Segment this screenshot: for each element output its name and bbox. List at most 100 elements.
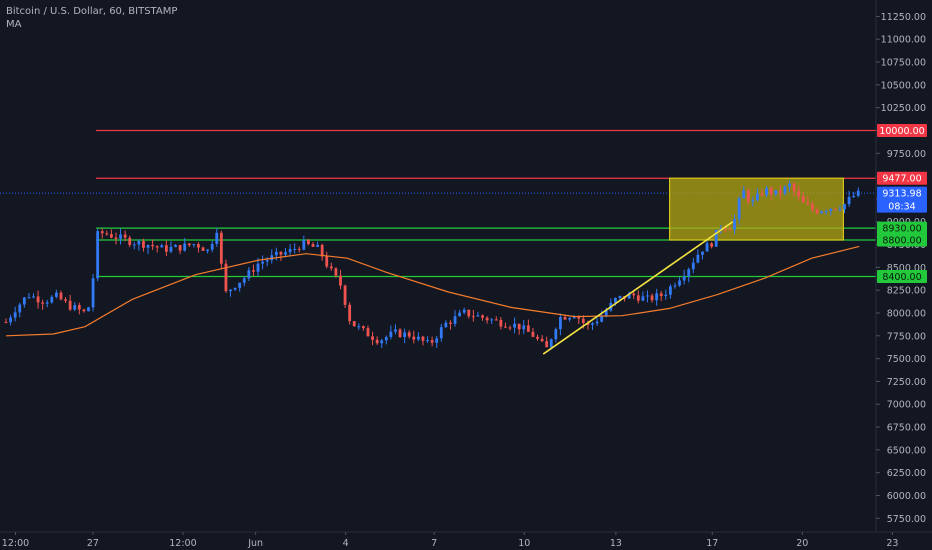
candle-body [59, 292, 63, 300]
candle-body [838, 209, 842, 211]
current-price-badge [877, 186, 927, 213]
candle-body [91, 278, 95, 308]
candle-body [513, 323, 517, 328]
candle-body [581, 318, 585, 323]
candle-body [270, 255, 274, 261]
y-tick-label: 11000.00 [881, 35, 926, 46]
candle-body [430, 340, 434, 343]
candle-body [32, 296, 35, 298]
candle-body [742, 190, 746, 199]
x-tick-label: 7 [431, 538, 437, 549]
candle-body [229, 289, 232, 292]
candle-body [82, 309, 86, 312]
candle-body [55, 292, 58, 297]
level-badge [877, 221, 927, 235]
candle-body [238, 282, 242, 288]
candle-body [504, 326, 507, 328]
candle-body [361, 326, 365, 329]
candle-body [96, 231, 100, 279]
candle-body [201, 247, 205, 251]
candle-body [302, 239, 306, 250]
candle-body [316, 244, 319, 247]
candle-body [50, 296, 54, 303]
level-badge-label: 8400.00 [882, 272, 921, 283]
range-box-rect [668, 177, 844, 241]
y-tick-label: 6000.00 [887, 491, 926, 502]
level-badge-label: 8800.00 [882, 235, 921, 246]
candle-body [600, 316, 604, 322]
candle-body [41, 302, 45, 304]
range-box[interactable] [668, 177, 844, 241]
candle-body [357, 326, 361, 328]
candle-body [788, 183, 791, 187]
candle-body [756, 193, 759, 201]
candle-body [87, 307, 90, 312]
candle-body [847, 197, 851, 205]
trendline-line [542, 221, 734, 355]
y-tick-label: 6250.00 [887, 468, 926, 479]
candle-body [531, 331, 535, 337]
candle-body [45, 302, 49, 304]
candle-body [164, 245, 168, 252]
y-tick-label: 8250.00 [887, 286, 926, 297]
chart-legend: Bitcoin / U.S. Dollar, 60, BITSTAMP MA [6, 5, 177, 31]
candle-body [247, 270, 251, 279]
candle-body [366, 328, 370, 337]
candle-body [146, 245, 150, 248]
candle-body [723, 228, 727, 230]
candle-body [856, 190, 860, 196]
x-tick-label: 17 [706, 538, 718, 549]
y-tick-label: 10250.00 [881, 103, 926, 114]
candle-body [105, 233, 109, 235]
candle-body [311, 244, 315, 247]
candle-body [151, 245, 155, 247]
candle-body [714, 229, 718, 247]
candle-body [334, 268, 338, 276]
trendline[interactable] [542, 221, 734, 355]
candle-body [792, 183, 796, 192]
candle-body [449, 322, 452, 324]
candle-body [522, 325, 526, 330]
candle-body [421, 336, 425, 341]
candle-body [242, 278, 246, 283]
candle-body [843, 204, 846, 210]
candle-body [691, 262, 695, 270]
y-tick-label: 10500.00 [881, 80, 926, 91]
level-badge-label: 10000.00 [879, 126, 924, 137]
candle-body [490, 319, 494, 321]
candle-body [549, 339, 553, 348]
y-tick-label: 8500.00 [887, 263, 926, 274]
y-tick-label: 7500.00 [887, 354, 926, 365]
candle-body [540, 338, 544, 342]
candle-body [132, 244, 136, 246]
candle-body [778, 190, 782, 194]
candle-body [641, 296, 645, 301]
candle-body [380, 340, 384, 344]
candle-body [119, 234, 122, 239]
y-tick-label: 7000.00 [887, 400, 926, 411]
candle-body [774, 190, 778, 195]
candle-body [265, 260, 269, 262]
candle-body [668, 286, 672, 295]
candle-body [559, 316, 562, 330]
candle-body [279, 251, 283, 255]
y-tick-label: 6500.00 [887, 445, 926, 456]
candle-body [462, 309, 466, 313]
candle-body [178, 245, 182, 251]
level-badge-label: 9477.00 [882, 174, 921, 185]
candle-body [526, 325, 530, 332]
candle-body [701, 251, 704, 255]
candle-body [536, 336, 539, 339]
symbol-title[interactable]: Bitcoin / U.S. Dollar, 60, BITSTAMP [6, 6, 178, 17]
y-tick-label: 11250.00 [881, 12, 926, 23]
candle-body [797, 191, 801, 197]
indicator-label[interactable]: MA [6, 19, 22, 30]
candle-body [801, 196, 805, 203]
candle-body [320, 244, 324, 257]
candle-body [18, 304, 22, 313]
candle-body [728, 229, 732, 231]
